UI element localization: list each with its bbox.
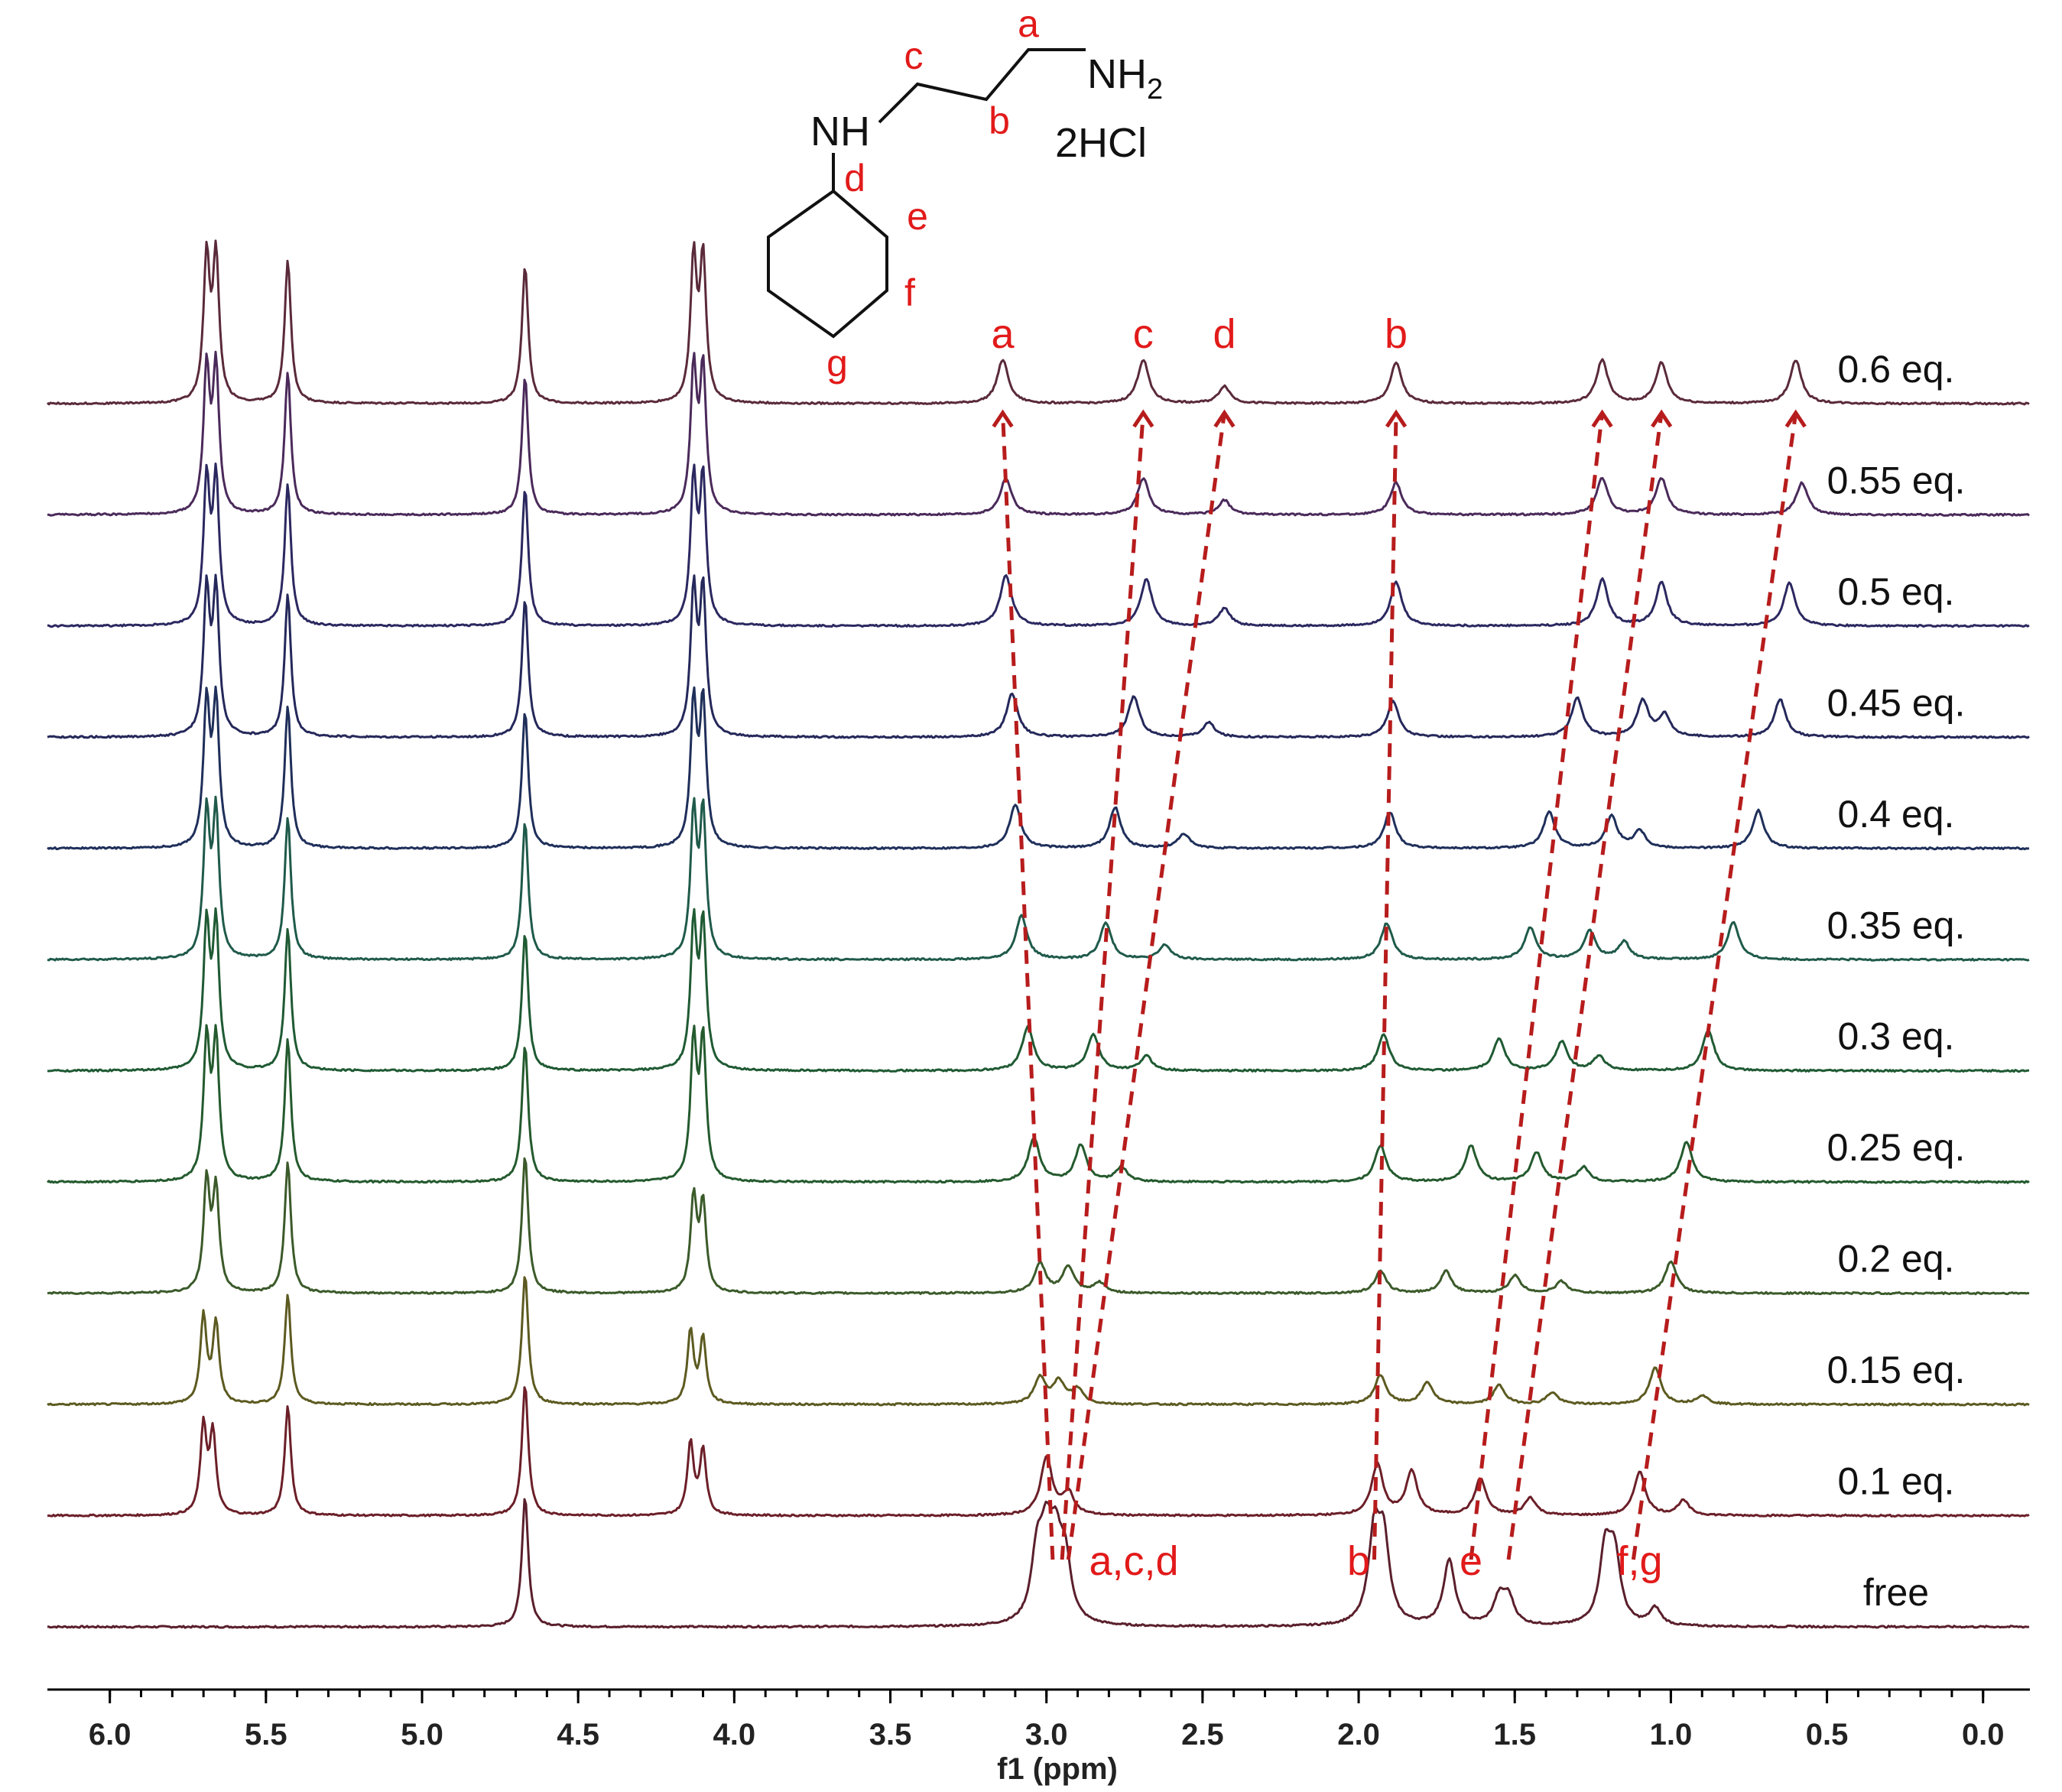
spectrum-trace — [47, 1024, 2030, 1184]
trace-label: 0.1 eq. — [1838, 1460, 1955, 1503]
spectrum-trace — [47, 1498, 2030, 1629]
shift-trend-line — [1066, 412, 1226, 1560]
trace-label: 0.3 eq. — [1838, 1015, 1955, 1058]
peak-label-free: e — [1460, 1538, 1482, 1584]
spectrum-trace — [47, 573, 2030, 739]
shift-arrowhead — [1385, 409, 1408, 428]
mol-label-f: f — [904, 271, 915, 314]
shift-arrowhead — [1784, 409, 1807, 428]
shift-lines-group — [992, 409, 1807, 1560]
mol-label-a: a — [1018, 2, 1039, 45]
shift-trend-line — [1631, 412, 1798, 1560]
peak-label-free: a,c,d — [1089, 1538, 1179, 1584]
x-tick-label: 0.5 — [1806, 1718, 1849, 1751]
spectrum-trace — [47, 1386, 2030, 1518]
x-tick-label: 1.0 — [1650, 1718, 1693, 1751]
trace-label: 0.6 eq. — [1838, 348, 1955, 391]
trace-label: 0.15 eq. — [1827, 1349, 1966, 1391]
x-axis: 6.0 5.5 5.0 4.5 4.0 3.5 3.0 2.5 2.0 1.5 1.0 0.5 0.0 — [47, 1688, 2030, 1751]
trace-labels-group: free 0.1 eq. 0.15 eq. 0.2 eq. 0.25 eq. 0.3 eq… — [1827, 348, 1966, 1614]
x-tick-label: 3.5 — [869, 1718, 912, 1751]
shift-arrowhead — [1213, 409, 1236, 428]
peak-label-free: f,g — [1617, 1538, 1663, 1584]
spectrum-trace — [47, 795, 2030, 962]
mol-label-d: d — [844, 157, 865, 200]
peak-label-top: c — [1133, 311, 1154, 357]
trace-label: free — [1863, 1571, 1929, 1614]
spectrum-trace — [47, 685, 2030, 851]
trace-label: 0.5 eq. — [1838, 570, 1955, 613]
trace-label: 0.45 eq. — [1827, 681, 1966, 724]
trace-label: 0.2 eq. — [1838, 1238, 1955, 1281]
peak-label-top: a — [992, 311, 1015, 357]
spectrum-trace — [47, 463, 2030, 628]
spectrum-trace — [46, 239, 2030, 406]
nh-label: NH — [810, 109, 870, 154]
x-tick-label: 3.0 — [1025, 1718, 1068, 1751]
mol-label-c: c — [904, 34, 924, 77]
x-tick-label: 0.0 — [1962, 1718, 2005, 1751]
nh2-label: NH2 — [1087, 51, 1163, 106]
shift-arrowhead — [1651, 409, 1673, 428]
x-tick-label: 2.0 — [1337, 1718, 1380, 1751]
mol-label-e: e — [907, 195, 928, 238]
shift-arrowhead — [1591, 409, 1613, 428]
shift-trend-line — [1469, 412, 1605, 1560]
x-tick-label: 1.5 — [1493, 1718, 1536, 1751]
x-tick-label: 2.5 — [1181, 1718, 1224, 1751]
x-axis-title: f1 (ppm) — [997, 1752, 1118, 1786]
x-tick-label: 5.5 — [245, 1718, 287, 1751]
x-tick-label: 4.0 — [713, 1718, 756, 1751]
spectrum-trace — [47, 907, 2030, 1073]
peak-labels-group: a c d b a,c,d b e f,g — [992, 311, 1663, 1584]
spectrum-trace — [47, 1157, 2030, 1296]
trace-label: 0.25 eq. — [1827, 1126, 1966, 1169]
salt-label: 2HCl — [1055, 120, 1147, 166]
spectrum-trace — [47, 350, 2031, 517]
shift-arrowhead — [992, 409, 1014, 428]
mol-label-g: g — [826, 342, 848, 385]
x-tick-label: 4.5 — [557, 1718, 599, 1751]
x-tick-label: 6.0 — [89, 1718, 132, 1751]
trace-label: 0.4 eq. — [1838, 793, 1955, 836]
cyclohexane-ring — [767, 189, 888, 339]
x-tick-label: 5.0 — [401, 1718, 443, 1751]
peak-label-top: d — [1213, 311, 1236, 357]
mol-label-b: b — [989, 99, 1010, 142]
shift-trend-line — [1372, 412, 1398, 1560]
trace-label: 0.55 eq. — [1827, 459, 1966, 502]
propyl-chain — [878, 48, 1086, 124]
peak-label-top: b — [1385, 311, 1408, 357]
shift-trend-line — [1001, 412, 1055, 1560]
molecule-structure: NH NH2 2HCl a b c d e f g — [767, 2, 1163, 385]
shift-trend-line — [1506, 412, 1664, 1560]
spectrum-trace — [47, 1276, 2030, 1407]
trace-label: 0.35 eq. — [1827, 904, 1966, 946]
peak-label-free: b — [1347, 1538, 1370, 1584]
spectra-group — [46, 239, 2031, 1629]
shift-trend-line — [1060, 412, 1145, 1560]
shift-arrowhead — [1132, 409, 1154, 428]
